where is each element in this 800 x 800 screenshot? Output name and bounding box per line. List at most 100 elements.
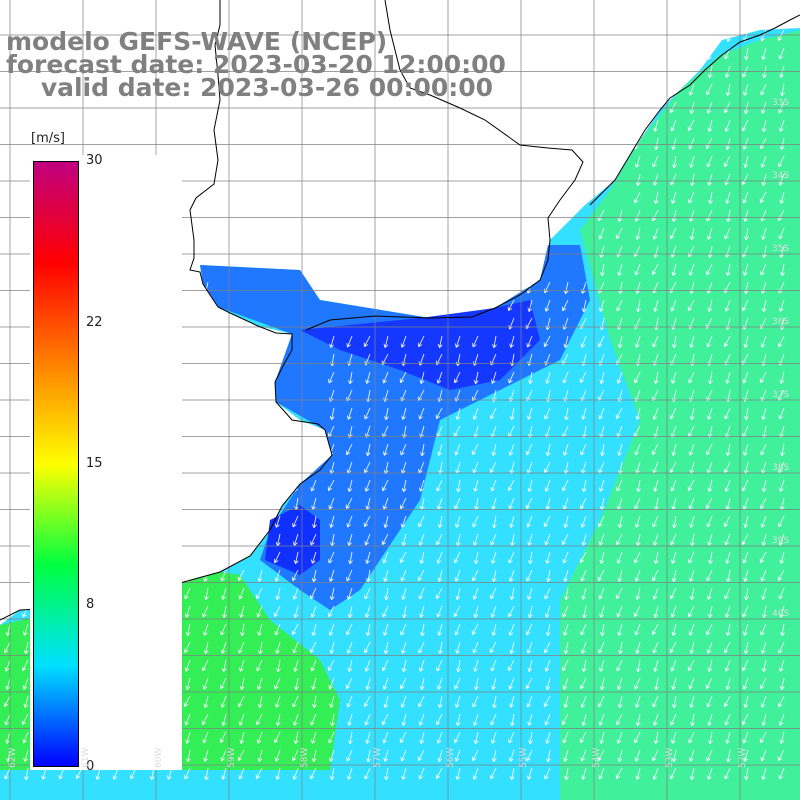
wind-arrow [383, 749, 389, 762]
wind-arrow [329, 407, 335, 420]
wind-arrow [363, 515, 371, 527]
wind-arrow [744, 767, 749, 781]
wind-arrow [473, 731, 479, 744]
wind-arrow [743, 569, 749, 582]
wind-arrow [741, 533, 749, 545]
wind-arrow [420, 623, 425, 637]
wind-arrow [293, 731, 299, 744]
wind-arrow [671, 749, 677, 762]
wind-arrow [544, 299, 551, 312]
wind-arrow [185, 731, 191, 744]
wind-arrow [778, 173, 785, 186]
wind-arrow [329, 641, 335, 654]
wind-arrow [220, 623, 227, 636]
wind-arrow [383, 335, 389, 348]
wind-arrow [310, 479, 317, 492]
wind-arrow [239, 659, 245, 672]
wind-arrow [221, 641, 227, 654]
wind-arrow [723, 335, 731, 347]
wind-arrow [725, 677, 731, 690]
wind-arrow [184, 641, 191, 654]
wind-arrow [509, 515, 515, 528]
wind-arrow [526, 695, 533, 708]
wind-arrow [545, 677, 551, 690]
wind-arrow [563, 443, 569, 456]
wind-arrow [312, 515, 317, 529]
wind-arrow [670, 479, 677, 492]
wind-arrow [724, 713, 731, 726]
lon-label: 59W [227, 747, 237, 768]
wind-arrow [635, 155, 641, 168]
wind-arrow [616, 731, 623, 744]
wind-arrow [635, 533, 641, 546]
wind-arrow [669, 101, 677, 113]
wind-arrow [779, 551, 785, 564]
wind-arrow [636, 119, 641, 133]
wind-arrow [293, 659, 299, 672]
wind-arrow [688, 137, 695, 150]
wind-arrow [616, 299, 623, 312]
wind-arrow [509, 335, 515, 348]
wind-arrow [760, 335, 767, 348]
wind-arrow [689, 641, 695, 654]
lon-label: 53W [665, 747, 675, 768]
lon-label: 55W [519, 747, 529, 768]
wind-arrow [400, 443, 407, 456]
wind-arrow [742, 731, 749, 744]
wind-arrow [544, 641, 551, 654]
wind-arrow [689, 227, 695, 240]
wind-arrow [706, 623, 713, 636]
wind-arrow [509, 407, 515, 420]
wind-arrow [634, 731, 641, 744]
wind-arrow [401, 659, 407, 672]
wind-arrow [723, 155, 731, 167]
wind-arrow [724, 299, 731, 312]
wind-arrow [724, 227, 731, 240]
wind-arrow [184, 299, 191, 312]
wind-arrow [347, 407, 353, 420]
wind-arrow [237, 569, 245, 581]
wind-arrow [472, 515, 479, 528]
wind-arrow [634, 371, 641, 384]
wind-arrow [490, 767, 497, 780]
wind-arrow [527, 587, 533, 600]
wind-arrow [725, 137, 731, 150]
wind-arrow [183, 695, 191, 707]
wind-arrow [671, 191, 677, 204]
wind-arrow [491, 443, 497, 456]
wind-arrow [671, 497, 677, 510]
wind-arrow [437, 335, 443, 348]
wind-arrow [527, 407, 533, 420]
wind-arrow [419, 659, 425, 672]
wind-arrow [563, 569, 569, 582]
wind-arrow [292, 641, 299, 654]
wind-arrow [705, 677, 713, 689]
wind-arrow [653, 551, 659, 564]
wind-arrow [779, 299, 785, 312]
wind-arrow [759, 551, 767, 563]
wind-arrow [491, 551, 497, 564]
wind-arrow [472, 641, 479, 654]
wind-arrow [437, 443, 443, 456]
wind-arrow [436, 371, 443, 384]
wind-arrow [220, 677, 227, 690]
wind-arrow [581, 533, 587, 546]
wind-arrow [347, 479, 353, 492]
wind-arrow [707, 713, 713, 726]
wind-arrow [401, 587, 407, 600]
wind-arrow [202, 677, 209, 690]
wind-arrow [725, 83, 731, 96]
wind-arrow [634, 83, 641, 96]
wind-arrow [418, 461, 425, 474]
wind-arrow [670, 533, 677, 546]
wind-arrow [779, 371, 785, 384]
wind-arrow [634, 191, 641, 204]
wind-arrow [544, 461, 551, 474]
wind-arrow [652, 227, 659, 240]
wind-arrow [381, 713, 389, 725]
wind-arrow [381, 533, 389, 545]
wind-arrow [759, 731, 767, 743]
wind-arrow [725, 551, 731, 564]
wind-arrow [724, 461, 731, 474]
wind-arrow [723, 695, 731, 707]
